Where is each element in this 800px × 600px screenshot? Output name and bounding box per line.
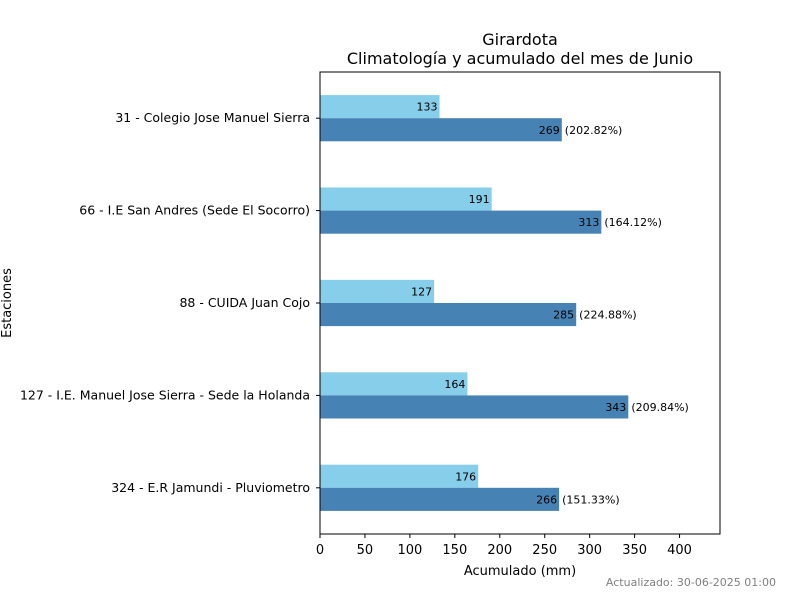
- bar-value-label: 164: [444, 378, 465, 391]
- bar-series2-5: [320, 487, 560, 511]
- x-tick-label: 250: [532, 543, 557, 558]
- bar-series2-3: [320, 303, 577, 327]
- bar-value-label: 313: [578, 216, 599, 229]
- x-tick-label: 150: [442, 543, 467, 558]
- y-tick-label: 324 - E.R Jamundi - Pluviometro: [111, 480, 310, 495]
- x-tick-label: 100: [397, 543, 422, 558]
- y-axis-label: Estaciones: [0, 268, 15, 338]
- bar-series1-3: [320, 279, 435, 303]
- bar-series2-4: [320, 395, 629, 419]
- y-axis: 31 - Colegio Jose Manuel Sierra 66 - I.E …: [20, 110, 320, 495]
- bar-value-label: 343: [605, 401, 626, 414]
- percent-label: (224.88%): [579, 309, 637, 322]
- percent-label: (209.84%): [631, 401, 689, 414]
- x-axis: 0 50 100 150 200 250 300 350 400: [316, 534, 692, 558]
- x-tick-label: 400: [667, 543, 692, 558]
- bar-value-label: 191: [469, 193, 490, 206]
- bars-group: 133 269 (202.82%) 191 313 (164.12%) 127 285 (224…: [320, 95, 689, 511]
- bar-value-label: 176: [455, 470, 476, 483]
- chart-title: Girardota: [482, 30, 558, 49]
- bar-series1-2: [320, 187, 492, 211]
- x-tick-label: 200: [487, 543, 512, 558]
- x-tick-label: 0: [316, 543, 324, 558]
- bar-value-label: 127: [411, 285, 432, 298]
- bar-series2-2: [320, 210, 602, 234]
- bar-value-label: 285: [553, 309, 574, 322]
- y-tick-label: 66 - I.E San Andres (Sede El Socorro): [79, 203, 310, 218]
- percent-label: (151.33%): [562, 493, 620, 506]
- bar-value-label: 133: [417, 101, 438, 114]
- x-tick-label: 300: [577, 543, 602, 558]
- chart-subtitle: Climatología y acumulado del mes de Juni…: [347, 49, 693, 68]
- percent-label: (202.82%): [565, 124, 623, 137]
- x-axis-label: Acumulado (mm): [464, 564, 576, 579]
- y-tick-label: 88 - CUIDA Juan Cojo: [179, 295, 310, 310]
- percent-label: (164.12%): [604, 216, 662, 229]
- bar-series2-1: [320, 118, 562, 142]
- bar-value-label: 269: [539, 124, 560, 137]
- bar-value-label: 266: [536, 493, 557, 506]
- bar-series1-1: [320, 95, 440, 119]
- x-tick-label: 50: [357, 543, 374, 558]
- x-tick-label: 350: [622, 543, 647, 558]
- updated-timestamp: Actualizado: 30-06-2025 01:00: [606, 576, 776, 589]
- bar-series1-4: [320, 372, 468, 396]
- y-tick-label: 127 - I.E. Manuel Jose Sierra - Sede la …: [20, 387, 310, 402]
- bar-series1-5: [320, 464, 479, 488]
- y-tick-label: 31 - Colegio Jose Manuel Sierra: [115, 110, 310, 125]
